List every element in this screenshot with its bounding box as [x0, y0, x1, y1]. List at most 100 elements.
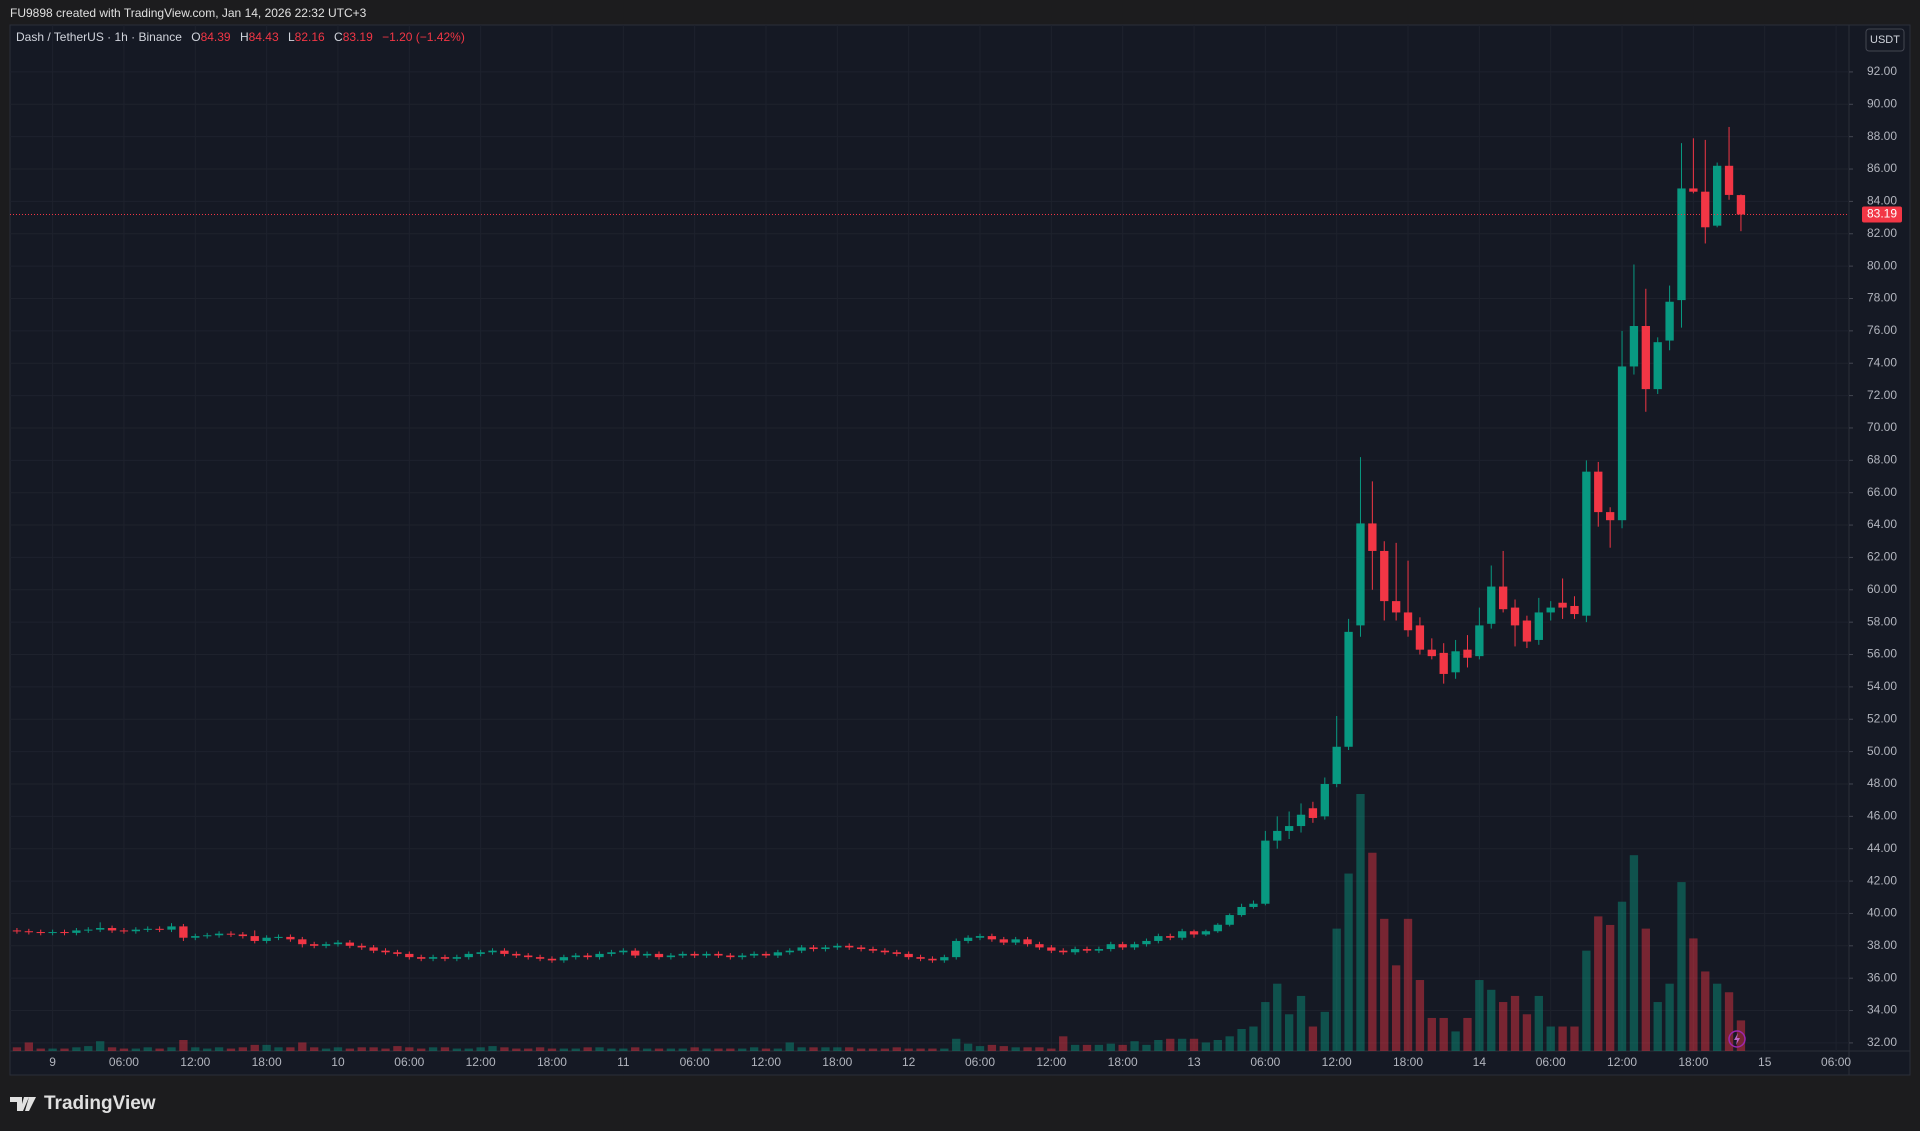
candle-body — [452, 957, 462, 959]
legend-label: O — [191, 30, 200, 44]
legend-change: −1.20 (−1.42%) — [382, 30, 465, 44]
candle-body — [1677, 188, 1686, 301]
candle-body — [773, 952, 783, 956]
candle-body — [856, 947, 866, 950]
volume-bar — [1154, 1039, 1163, 1051]
candle-body — [1344, 631, 1353, 747]
alert-icon[interactable] — [1728, 1030, 1746, 1048]
y-tick-label: 32.00 — [1867, 1035, 1897, 1049]
last-price-label: 83.19 — [1867, 207, 1897, 221]
volume-bar — [595, 1047, 604, 1051]
volume-bar — [274, 1047, 283, 1051]
candle-body — [1380, 550, 1389, 602]
volume-bar — [1594, 916, 1603, 1051]
volume-bar — [631, 1047, 640, 1051]
candle-body — [1154, 936, 1163, 941]
candle-body — [464, 953, 473, 958]
volume-bar — [1701, 971, 1710, 1051]
y-tick-label: 56.00 — [1867, 647, 1897, 661]
candle-body — [1689, 188, 1698, 192]
symbol: Dash / TetherUS · 1h · Binance — [16, 30, 182, 44]
candle-body — [1415, 625, 1425, 650]
volume-bar — [357, 1047, 366, 1051]
volume-bar — [1510, 995, 1520, 1051]
brand-mark — [10, 1097, 36, 1111]
candle-body — [1653, 342, 1662, 390]
candle-body — [1011, 939, 1020, 943]
volume-bar — [749, 1047, 759, 1051]
candle-body — [1594, 471, 1603, 513]
volume-bar — [310, 1047, 319, 1051]
candle-body — [702, 953, 711, 956]
currency-button[interactable] — [1865, 28, 1905, 52]
candle-body — [36, 932, 45, 934]
candle-body — [393, 952, 402, 954]
volume-bar — [84, 1046, 93, 1051]
y-tick-label: 90.00 — [1867, 96, 1897, 110]
candle-body — [916, 957, 925, 959]
candle-body — [24, 931, 33, 933]
candle-body — [1106, 944, 1115, 950]
volume-bar — [440, 1047, 450, 1051]
last-price-box — [1862, 206, 1902, 223]
y-tick-label: 36.00 — [1867, 970, 1897, 984]
candle-body — [833, 945, 842, 948]
candle-body — [1296, 814, 1306, 827]
volume-bar — [1582, 950, 1591, 1051]
volume-bar — [1118, 1044, 1127, 1051]
volume-bar — [393, 1046, 402, 1051]
volume-bar — [452, 1048, 462, 1051]
candle-body — [286, 936, 295, 940]
candle-body — [1059, 950, 1068, 953]
volume-bar — [1546, 1026, 1555, 1051]
y-tick-label: 64.00 — [1867, 517, 1897, 531]
candle-body — [535, 957, 545, 959]
candle-body — [1320, 783, 1329, 817]
candle-body — [999, 939, 1008, 943]
candle-body — [321, 944, 331, 946]
volume-bar — [119, 1048, 129, 1051]
volume-bar — [1249, 1026, 1258, 1051]
candle-body — [1403, 612, 1413, 631]
volume-bar — [1427, 1017, 1436, 1051]
y-tick-label: 58.00 — [1867, 614, 1897, 628]
candle-body — [1177, 931, 1187, 938]
axes-layer: 32.00 34.00 36.00 38.00 40.00 42.00 44.00 46.00… — [49, 64, 1902, 1069]
candle-body — [1391, 601, 1401, 613]
y-tick-label: 40.00 — [1867, 906, 1897, 920]
y-tick-label: 80.00 — [1867, 258, 1897, 272]
candle-body — [1427, 649, 1436, 657]
legend-label: C — [334, 30, 343, 44]
volume-bar — [845, 1047, 854, 1051]
y-tick-label: 52.00 — [1867, 711, 1897, 725]
volume-bar — [1344, 873, 1353, 1051]
candle-body — [203, 935, 212, 937]
volume-bar — [1689, 938, 1698, 1051]
y-tick-label: 86.00 — [1867, 161, 1897, 175]
candle-body — [1546, 607, 1555, 613]
y-tick-label: 60.00 — [1867, 582, 1897, 596]
volume-bar — [131, 1048, 141, 1051]
y-tick-label: 66.00 — [1867, 485, 1897, 499]
volume-bar — [1320, 1011, 1329, 1051]
candle-body — [1130, 944, 1139, 948]
candle-body — [726, 955, 735, 958]
volume-bar — [262, 1044, 271, 1051]
volume-bar — [892, 1047, 901, 1051]
volume-bar — [607, 1048, 616, 1051]
volume-bar — [1142, 1044, 1151, 1051]
y-tick-label: 84.00 — [1867, 194, 1897, 208]
volume-bar — [1166, 1038, 1175, 1051]
y-tick-label: 82.00 — [1867, 226, 1897, 240]
volume-bar — [405, 1047, 414, 1051]
volume-bar — [761, 1048, 771, 1051]
volume-bar — [1653, 1002, 1662, 1051]
volume-bar — [797, 1047, 806, 1051]
candle-body — [1023, 939, 1032, 945]
volume-bar — [369, 1047, 378, 1051]
candle-body — [1487, 586, 1496, 624]
x-tick-label: 15 — [1758, 1055, 1772, 1069]
volume-bar — [999, 1046, 1008, 1051]
volume-bar — [298, 1042, 307, 1051]
